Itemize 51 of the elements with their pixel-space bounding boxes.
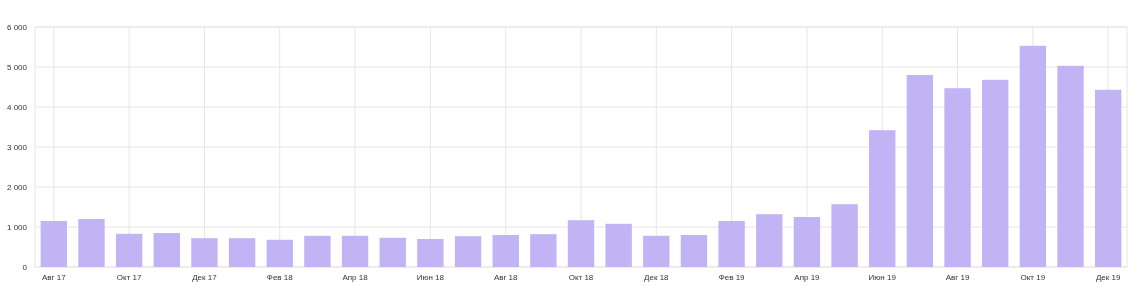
x-tick-label: Окт 17 — [116, 273, 142, 282]
bar — [1019, 45, 1047, 267]
bar — [756, 214, 783, 267]
bar — [40, 221, 68, 267]
bar — [153, 233, 180, 267]
y-tick-label: 4 000 — [6, 102, 28, 112]
y-tick-label: 1 000 — [6, 222, 28, 232]
x-tick-label: Дек 19 — [1095, 273, 1121, 282]
bar — [906, 75, 934, 267]
bar — [605, 223, 632, 267]
y-tick-label: 3 000 — [6, 142, 28, 152]
bar — [191, 238, 218, 267]
bar — [1094, 89, 1122, 267]
bar — [831, 204, 858, 267]
bar — [266, 239, 293, 267]
bar — [718, 221, 745, 267]
bar — [492, 235, 519, 267]
x-tick-label: Окт 18 — [568, 273, 594, 282]
bar — [228, 238, 256, 267]
x-tick-label: Апр 19 — [794, 273, 821, 282]
x-tick-label: Фев 19 — [718, 273, 746, 282]
x-tick-label: Авг 18 — [493, 273, 519, 282]
bar — [567, 220, 595, 267]
bar — [793, 217, 821, 267]
bar — [1057, 65, 1084, 267]
bar — [454, 236, 482, 267]
bar — [869, 130, 896, 267]
x-tick-label: Июн 18 — [416, 273, 445, 282]
bar — [115, 233, 143, 267]
y-tick-label: 6 000 — [6, 22, 28, 32]
x-tick-label: Дек 17 — [192, 273, 218, 282]
bar — [982, 79, 1009, 267]
bar — [680, 235, 708, 267]
x-tick-label: Авг 19 — [945, 273, 970, 282]
y-tick-label: 5 000 — [6, 62, 28, 72]
x-tick-label: Авг 17 — [42, 273, 67, 282]
bar — [530, 234, 557, 267]
x-tick-label: Фев 18 — [266, 273, 294, 282]
x-tick-label: Окт 19 — [1020, 273, 1046, 282]
bar — [944, 88, 971, 267]
x-tick-label: Апр 18 — [342, 273, 369, 282]
x-tick-label: Дек 18 — [644, 273, 670, 282]
bar — [379, 237, 406, 267]
bar — [643, 235, 670, 267]
bar — [78, 219, 105, 267]
bar — [417, 239, 444, 267]
bar — [304, 235, 331, 267]
bar — [341, 235, 369, 267]
y-tick-label: 0 — [22, 262, 28, 272]
x-tick-label: Июн 19 — [868, 273, 897, 282]
y-tick-label: 2 000 — [6, 182, 28, 192]
